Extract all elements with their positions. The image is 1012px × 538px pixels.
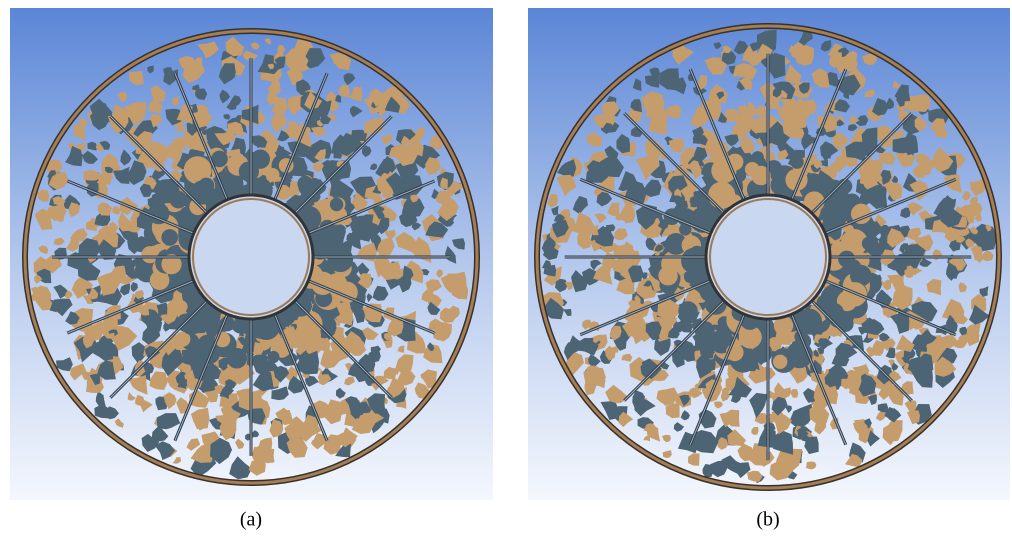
core-blob: [175, 300, 188, 313]
core-blob: [189, 294, 202, 307]
core-blob: [658, 266, 677, 285]
core-blob: [862, 237, 876, 251]
core-blob: [824, 303, 844, 323]
hub: [706, 195, 830, 319]
core-blob: [181, 312, 201, 332]
core-blob: [330, 198, 343, 211]
hub: [189, 195, 313, 319]
panel-label: (a): [240, 509, 262, 531]
page: (a)(b) (() => { const data = JSON.parse(…: [0, 0, 1012, 538]
figure: (a) (b): [0, 0, 1012, 538]
panel: (b): [528, 8, 1010, 531]
core-blob: [681, 248, 707, 274]
rotor: [25, 31, 477, 483]
core-blob: [267, 351, 279, 363]
rotor: [537, 26, 999, 488]
core-blob: [695, 321, 715, 341]
core-blob: [708, 182, 735, 209]
core-blob: [702, 205, 714, 217]
panel: (a): [10, 8, 493, 531]
panel-label: (b): [756, 509, 779, 531]
core-blob: [266, 168, 280, 182]
core-blob: [247, 178, 259, 190]
core-blob: [745, 162, 760, 177]
core-blob: [791, 156, 804, 169]
core-blob: [239, 161, 259, 181]
core-blob: [838, 251, 855, 268]
core-blob: [773, 355, 787, 369]
core-blob: [328, 246, 354, 272]
core-blob: [161, 229, 178, 246]
core-blob: [678, 301, 697, 320]
